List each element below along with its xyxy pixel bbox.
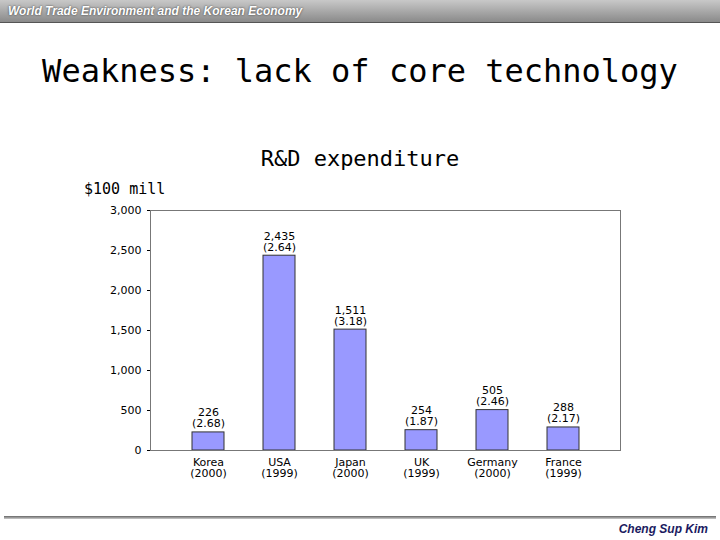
svg-text:500: 500 xyxy=(121,404,142,417)
svg-text:226(2.68): 226(2.68) xyxy=(192,406,225,430)
svg-text:288(2.17): 288(2.17) xyxy=(547,401,580,425)
svg-text:3,000: 3,000 xyxy=(110,204,142,217)
svg-text:USA(1999): USA(1999) xyxy=(261,456,298,480)
svg-text:2,435(2.64): 2,435(2.64) xyxy=(263,230,296,254)
svg-text:Japan(2000): Japan(2000) xyxy=(332,456,369,480)
html-text:World Trade Environment and th: World Trade Environment and the Korean E… xyxy=(8,4,303,18)
svg-text:Korea(2000): Korea(2000) xyxy=(190,456,227,480)
svg-text:1,500: 1,500 xyxy=(110,324,142,337)
svg-text:1,000: 1,000 xyxy=(110,364,142,377)
svg-text:France(1999): France(1999) xyxy=(545,456,582,480)
svg-text:2,000: 2,000 xyxy=(110,284,142,297)
svg-text:254(1.87): 254(1.87) xyxy=(405,404,438,428)
html-text:Weakness: lack of core technol: Weakness: lack of core technology xyxy=(42,52,678,90)
svg-text:0: 0 xyxy=(135,444,142,457)
html-text:R&D expenditure: R&D expenditure xyxy=(260,146,460,171)
svg-text:505(2.46): 505(2.46) xyxy=(476,384,509,408)
html-text:Cheng Sup Kim: Cheng Sup Kim xyxy=(618,522,708,536)
html-text:$100 mill: $100 mill xyxy=(84,180,166,198)
svg-text:1,511(3.18): 1,511(3.18) xyxy=(334,304,367,328)
svg-text:Germany(2000): Germany(2000) xyxy=(467,456,518,480)
svg-text:2,500: 2,500 xyxy=(110,244,142,257)
svg-text:UK(1999): UK(1999) xyxy=(403,456,440,480)
